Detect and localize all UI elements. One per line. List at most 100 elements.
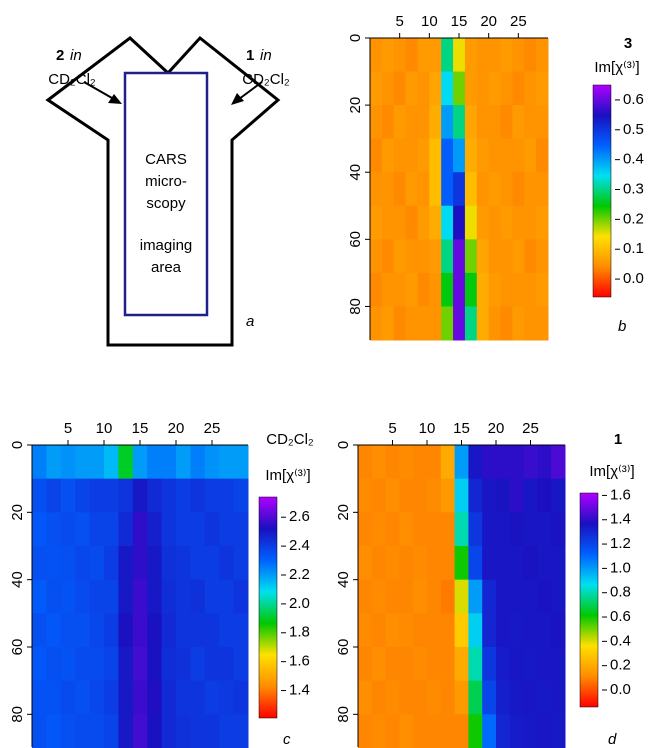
heatmap-cell [427,647,442,682]
colorbar-tick-label: 0.3 [623,180,644,197]
heatmap-cell [118,579,134,614]
heatmap-cell [370,205,383,240]
heatmap-cell [496,579,511,614]
heatmap-cell [46,445,62,480]
heatmap-cell [381,172,395,207]
heatmap-cell [393,239,407,274]
heatmap-cell [429,71,442,106]
heatmap-cell [454,478,469,513]
heatmap-cell [385,512,400,547]
heatmap-cell [429,138,442,173]
heatmap-cell [75,546,91,581]
inlet-word: in [260,47,272,64]
heatmap-cell [89,478,105,513]
x-tick-label: 5 [388,420,396,437]
heatmap-cell [118,546,134,581]
heatmap-cell [488,138,502,173]
heatmap-cell [358,680,373,715]
heatmap-cell [190,680,206,715]
heatmap-cell [190,613,206,648]
heatmap-cell [413,714,428,748]
heatmap-cell [358,478,373,513]
heatmap-cell [46,680,62,715]
heatmap-cell [440,680,456,715]
heatmap-cell [413,445,428,480]
heatmap-cell [104,478,119,513]
heatmap-cell [358,714,373,748]
heatmap-cell [512,272,525,307]
colorbar [258,496,278,719]
heatmap-cell [482,579,497,614]
heatmap-cell [441,205,454,240]
heatmap-cell [536,205,549,240]
heatmap-cell [393,172,407,207]
x-tick-label: 10 [421,13,438,30]
heatmap-cell [524,272,537,307]
heatmap-cell [147,478,163,513]
heatmap-cell [512,138,525,173]
heatmap-cell [551,579,566,614]
heatmap-cell [104,647,119,682]
heatmap-cell [118,445,134,480]
heatmap-cell [464,71,478,106]
heatmap-cell [405,205,418,240]
heatmap-cell [524,239,537,274]
panel-label: b [618,318,626,335]
heatmap-cell [176,647,191,682]
colorbar-tick-label: 0.0 [623,270,644,287]
colorbar-label: Im[χ⁽³⁾] [265,467,310,484]
heatmap-cell [371,680,387,715]
heatmap-cell [488,71,502,106]
heatmap-cell [399,512,414,547]
heatmap-cell [204,445,220,480]
heatmap-cell [453,306,466,341]
colorbar-tick-label: 1.2 [610,535,631,552]
heatmap-cell [204,680,220,715]
heatmap-cell [500,205,513,240]
heatmap-cell [500,306,513,341]
heatmap-cell [482,445,497,480]
heatmap-cell [370,138,383,173]
heatmap-cell [381,38,395,73]
heatmap-cell [204,647,220,682]
heatmap-cell [464,272,478,307]
heatmap-cell [429,38,442,73]
heatmap-cell [371,445,387,480]
heatmap-cell [509,714,525,748]
heatmap-cell [509,613,525,648]
heatmap-cell [440,579,456,614]
heatmap-cell [89,714,105,748]
heatmap-cell [476,306,490,341]
heatmap-cell [393,105,407,140]
heatmap-cell [417,38,430,73]
heatmap-cell [405,138,418,173]
heatmap-cell [441,239,454,274]
heatmap-cell [523,478,538,513]
heatmap-cell [75,579,91,614]
inlet-number: 1 [246,47,254,64]
area-text: micro- [145,173,187,190]
heatmap-cell [60,546,76,581]
heatmap-cell [537,579,552,614]
heatmap-cell [464,105,478,140]
heatmap-cell [118,647,134,682]
heatmap-cell [524,138,537,173]
heatmap-cell [176,478,191,513]
heatmap-cell [381,105,395,140]
colorbar-tick-label: 0.2 [623,210,644,227]
inlet-word: in [70,47,82,64]
heatmap-cell [440,512,456,547]
heatmap-cell [476,205,490,240]
heatmap-cell [176,680,191,715]
heatmap-cell [161,579,177,614]
heatmap-cell [496,546,511,581]
chart-title: 3 [624,35,632,52]
heatmap-cell [536,105,549,140]
heatmap-cell [468,613,483,648]
heatmap-cell [464,138,478,173]
heatmap-cell [417,272,430,307]
heatmap-cell [176,445,191,480]
heatmap-cell [500,71,513,106]
area-text: CARS [145,151,187,168]
heatmap-cell [429,205,442,240]
